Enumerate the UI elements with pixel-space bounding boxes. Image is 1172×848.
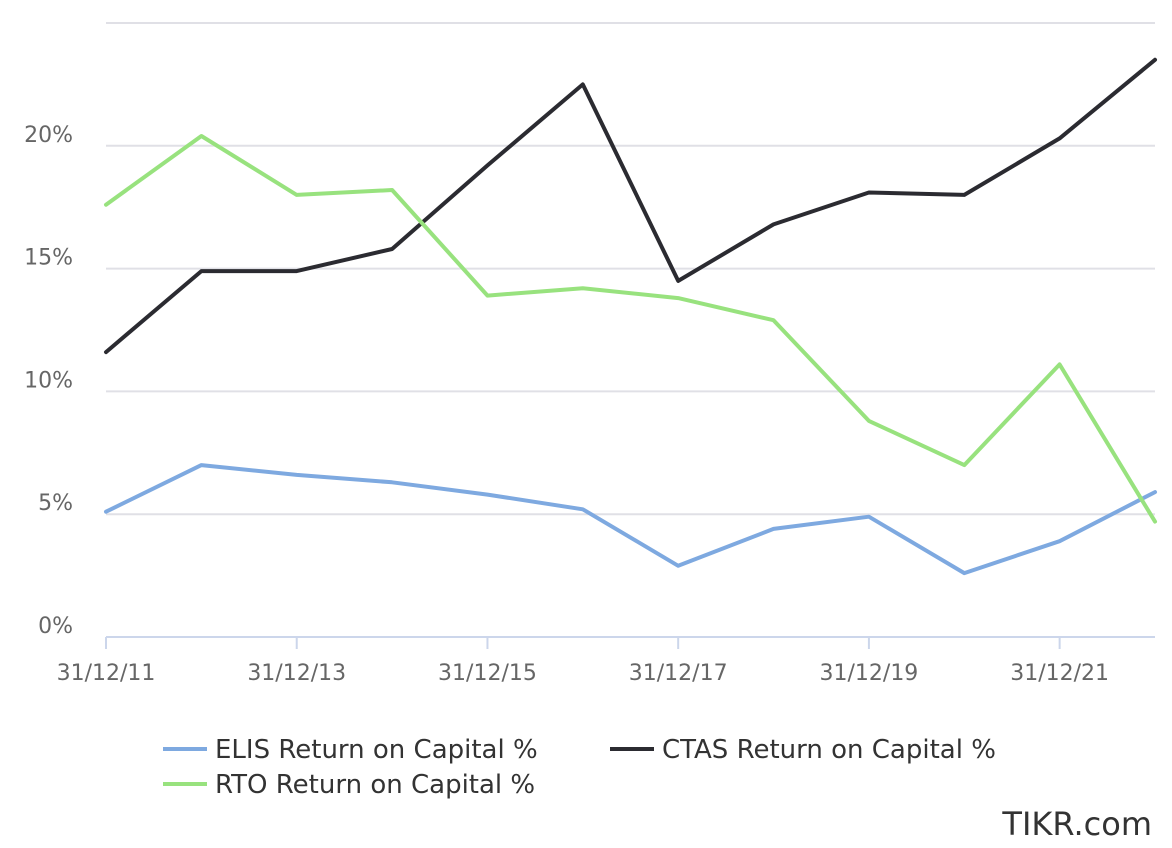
grid-lines xyxy=(106,22,1155,516)
y-axis-labels: 0% 5% 10% 15% 20% xyxy=(24,123,73,639)
watermark-text: TIKR.com xyxy=(1001,805,1152,843)
x-tick-label: 31/12/17 xyxy=(629,661,728,686)
x-tick-label: 31/12/19 xyxy=(820,661,919,686)
x-axis: 31/12/11 31/12/13 31/12/15 31/12/17 31/12/19… xyxy=(57,636,1155,686)
legend-label: RTO Return on Capital % xyxy=(215,770,535,800)
x-tick-label: 31/12/21 xyxy=(1010,661,1109,686)
y-tick-label: 5% xyxy=(38,491,73,516)
x-tick-label: 31/12/11 xyxy=(57,661,156,686)
legend: ELIS Return on Capital % CTAS Return on C… xyxy=(163,735,996,800)
series-line-3 xyxy=(104,134,1157,524)
y-tick-label: 15% xyxy=(24,246,73,271)
series-line-2 xyxy=(104,57,1157,355)
legend-item-1[interactable]: ELIS Return on Capital % xyxy=(163,735,538,765)
y-tick-label: 0% xyxy=(38,614,73,639)
x-tick-label: 31/12/13 xyxy=(247,661,346,686)
series-line-1 xyxy=(104,463,1157,576)
series-lines xyxy=(104,57,1157,576)
y-tick-label: 20% xyxy=(24,123,73,148)
legend-item-2[interactable]: CTAS Return on Capital % xyxy=(610,735,996,765)
legend-label: ELIS Return on Capital % xyxy=(215,735,538,765)
x-tick-label: 31/12/15 xyxy=(438,661,537,686)
legend-label: CTAS Return on Capital % xyxy=(662,735,996,765)
legend-item-3[interactable]: RTO Return on Capital % xyxy=(163,770,535,800)
y-tick-label: 10% xyxy=(24,368,73,393)
